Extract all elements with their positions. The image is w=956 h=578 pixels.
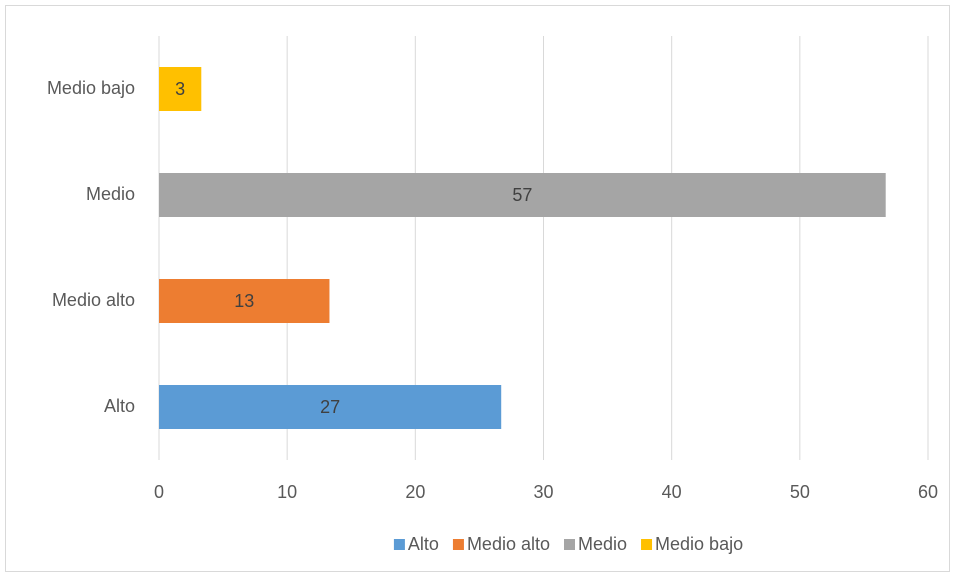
value-label: 13 [234, 291, 254, 311]
legend-label: Medio [578, 534, 627, 554]
legend-swatch [641, 539, 653, 550]
y-tick-label: Medio [86, 184, 135, 204]
x-tick-label: 0 [154, 482, 164, 502]
bar [159, 67, 202, 111]
legend-swatch [393, 539, 405, 550]
legend-label: Medio alto [467, 534, 550, 554]
x-tick-label: 50 [790, 482, 810, 502]
x-tick-label: 20 [405, 482, 425, 502]
legend-swatch [564, 539, 575, 550]
value-label: 57 [512, 185, 532, 205]
x-tick-label: 10 [277, 482, 297, 502]
legend-swatch [452, 539, 464, 550]
legend-label: Medio bajo [655, 534, 743, 554]
legend-label: Alto [408, 534, 439, 554]
bar [159, 385, 502, 429]
y-tick-label: Alto [104, 396, 135, 416]
y-tick-label: Medio bajo [47, 78, 135, 98]
bar [159, 279, 330, 323]
x-tick-label: 40 [662, 482, 682, 502]
x-tick-label: 30 [533, 482, 553, 502]
x-tick-label: 60 [918, 482, 938, 502]
value-label: 3 [175, 79, 185, 99]
y-tick-label: Medio alto [52, 290, 135, 310]
value-label: 27 [320, 397, 340, 417]
bar [159, 173, 886, 217]
